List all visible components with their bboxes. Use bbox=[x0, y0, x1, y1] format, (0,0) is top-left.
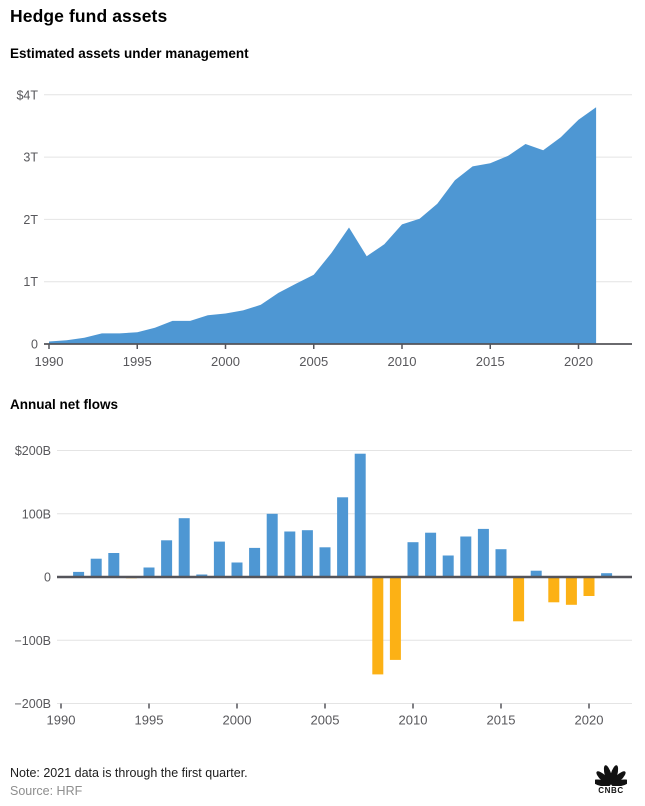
bar-2003 bbox=[284, 531, 296, 577]
x-tick-label: 1995 bbox=[135, 713, 164, 728]
bar-2008 bbox=[372, 577, 384, 675]
bar-2006 bbox=[337, 497, 349, 577]
bar-2011 bbox=[425, 532, 437, 577]
bar-2000 bbox=[231, 562, 243, 577]
bar-2007 bbox=[354, 453, 366, 577]
bar-2001 bbox=[249, 547, 261, 577]
bar-2004 bbox=[301, 530, 313, 577]
bar-2018 bbox=[548, 577, 560, 603]
x-tick-label: 2015 bbox=[487, 713, 516, 728]
x-tick-label: 2010 bbox=[399, 713, 428, 728]
bar-1993 bbox=[108, 553, 120, 577]
y-tick-label: 2T bbox=[23, 213, 38, 227]
bar-1992 bbox=[90, 558, 102, 577]
y-tick-label: $4T bbox=[16, 88, 38, 102]
x-tick-label: 1990 bbox=[35, 354, 64, 369]
y-tick-label: 3T bbox=[23, 151, 38, 165]
x-tick-label: 2020 bbox=[564, 354, 593, 369]
area-chart-title: Estimated assets under management bbox=[10, 46, 249, 61]
bar-2002 bbox=[266, 513, 278, 577]
x-tick-label: 1990 bbox=[47, 713, 76, 728]
net-flows-bar-chart: $200B 100B 0 −100B −200B 1990 1995 2000 2005 2010… bbox=[15, 444, 632, 728]
x-tick-label: 2010 bbox=[388, 354, 417, 369]
aum-area-chart: $4T 3T 2T 1T 0 1990 1995 2000 2005 2010 2015 2020 bbox=[16, 88, 632, 369]
x-tick-label: 2000 bbox=[211, 354, 240, 369]
cnbc-logo-text: CNBC bbox=[598, 786, 624, 795]
y-tick-label: 1T bbox=[23, 275, 38, 289]
bar-1995 bbox=[143, 567, 155, 577]
x-tick-label: 2015 bbox=[476, 354, 505, 369]
y-tick-label: 100B bbox=[22, 507, 51, 521]
bar-2009 bbox=[389, 577, 401, 660]
bar-2010 bbox=[407, 542, 419, 577]
bar-1999 bbox=[213, 541, 225, 577]
bar-1996 bbox=[161, 540, 173, 577]
bar-2015 bbox=[495, 549, 507, 577]
bar-chart-title: Annual net flows bbox=[10, 397, 118, 412]
bar-2016 bbox=[513, 577, 525, 622]
source-credit: Source: HRF bbox=[10, 784, 83, 798]
x-tick-label: 2020 bbox=[575, 713, 604, 728]
bar-2019 bbox=[565, 577, 577, 605]
y-tick-label: $200B bbox=[15, 444, 51, 458]
cnbc-peacock-icon bbox=[595, 765, 627, 786]
bar-1991 bbox=[73, 571, 85, 577]
bar-2017 bbox=[530, 570, 542, 577]
aum-area-shape bbox=[49, 107, 597, 344]
y-tick-label: −200B bbox=[15, 697, 52, 711]
footnote: Note: 2021 data is through the first qua… bbox=[10, 766, 248, 780]
page-title: Hedge fund assets bbox=[10, 6, 168, 26]
x-tick-label: 1995 bbox=[123, 354, 152, 369]
bar-2021 bbox=[601, 573, 613, 577]
bar-2014 bbox=[477, 528, 489, 577]
bar-2012 bbox=[442, 555, 454, 577]
y-tick-label: 0 bbox=[44, 571, 51, 585]
bar-2013 bbox=[460, 536, 472, 577]
bar-2020 bbox=[583, 577, 595, 596]
cnbc-logo: CNBC bbox=[593, 764, 629, 795]
bar-1998 bbox=[196, 574, 208, 577]
y-tick-label: 0 bbox=[31, 338, 38, 352]
y-tick-label: −100B bbox=[15, 634, 52, 648]
x-tick-label: 2000 bbox=[223, 713, 252, 728]
x-tick-label: 2005 bbox=[311, 713, 340, 728]
x-tick-label: 2005 bbox=[299, 354, 328, 369]
bar-1997 bbox=[178, 518, 190, 577]
bar-2005 bbox=[319, 547, 331, 577]
